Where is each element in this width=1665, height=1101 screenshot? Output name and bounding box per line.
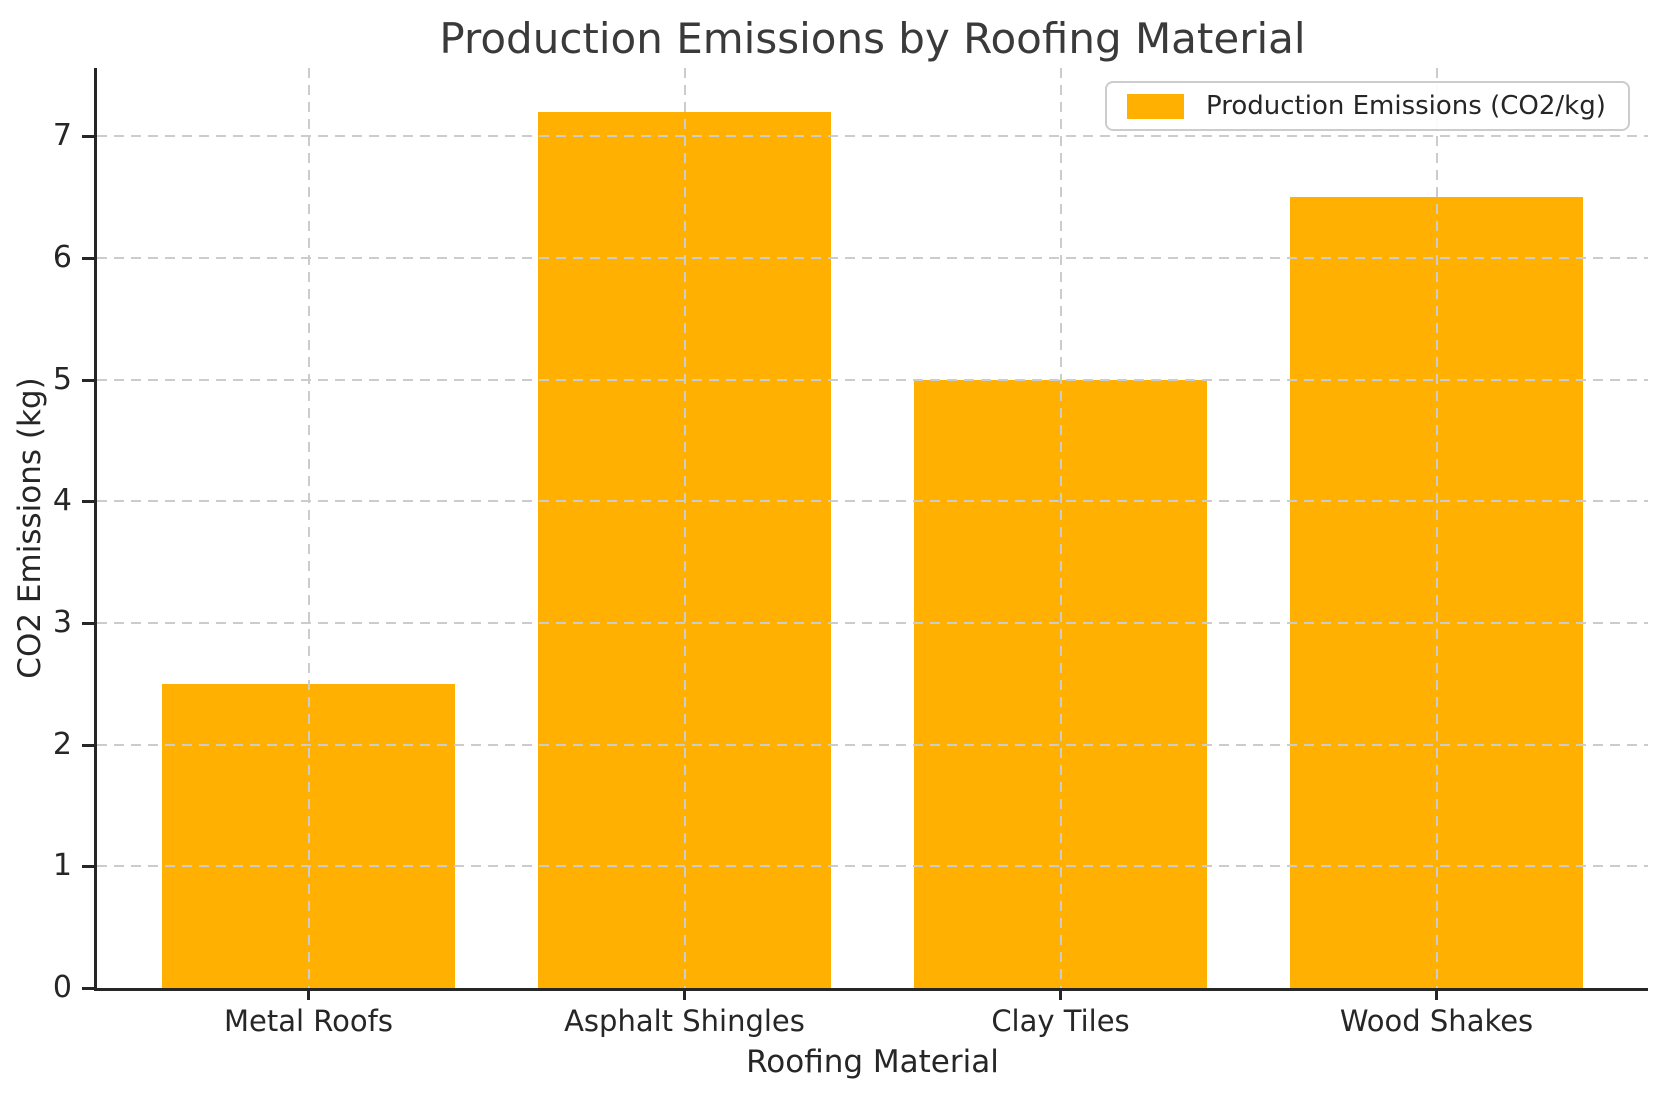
y-tick-mark xyxy=(82,135,94,139)
y-gridline xyxy=(97,621,1648,624)
x-tick-label: Clay Tiles xyxy=(991,1004,1130,1038)
y-axis-title: CO2 Emissions (kg) xyxy=(12,377,48,679)
x-gridline xyxy=(1435,68,1438,988)
y-tick-label: 3 xyxy=(52,604,72,640)
y-tick-label: 5 xyxy=(52,361,72,397)
y-tick-mark xyxy=(82,865,94,869)
x-axis-spine xyxy=(94,988,1648,991)
x-tick-mark xyxy=(1435,988,1438,1000)
y-tick-mark xyxy=(82,621,94,625)
x-tick-label: Wood Shakes xyxy=(1339,1004,1534,1038)
x-tick-label: Asphalt Shingles xyxy=(564,1004,805,1038)
y-tick-label: 7 xyxy=(52,118,72,154)
x-gridline xyxy=(1059,68,1062,988)
y-tick-mark xyxy=(82,500,94,504)
y-gridline xyxy=(97,743,1648,746)
y-tick-label: 0 xyxy=(52,970,72,1005)
x-tick-mark xyxy=(1059,988,1062,1000)
y-gridline xyxy=(97,865,1648,868)
y-tick-mark xyxy=(82,378,94,382)
x-tick-mark xyxy=(683,988,686,1000)
legend-swatch-icon xyxy=(1127,93,1184,119)
y-tick-label: 4 xyxy=(52,483,72,519)
x-axis-title: Roofing Material xyxy=(746,1044,999,1080)
y-gridline xyxy=(97,500,1648,503)
y-gridline xyxy=(97,256,1648,259)
plot-area: Production Emissions (CO2/kg) 0 1 2 3 4 5 6 7 Me… xyxy=(53,68,1648,1038)
y-gridline xyxy=(97,135,1648,138)
y-gridline xyxy=(97,378,1648,381)
y-tick-mark xyxy=(82,256,94,260)
y-tick-label: 1 xyxy=(52,848,72,884)
chart-title: Production Emissions by Roofing Material xyxy=(439,14,1306,63)
x-gridline xyxy=(683,68,686,988)
y-tick-label: 2 xyxy=(52,726,72,762)
y-tick-mark xyxy=(82,743,94,747)
y-tick-label: 6 xyxy=(52,239,72,275)
x-tick-mark xyxy=(307,988,310,1000)
y-axis-spine xyxy=(94,68,97,991)
y-tick-mark xyxy=(82,987,94,990)
x-tick-label: Metal Roofs xyxy=(224,1004,393,1038)
legend-label: Production Emissions (CO2/kg) xyxy=(1206,91,1606,121)
x-gridline xyxy=(307,68,310,988)
legend: Production Emissions (CO2/kg) xyxy=(1105,81,1630,131)
